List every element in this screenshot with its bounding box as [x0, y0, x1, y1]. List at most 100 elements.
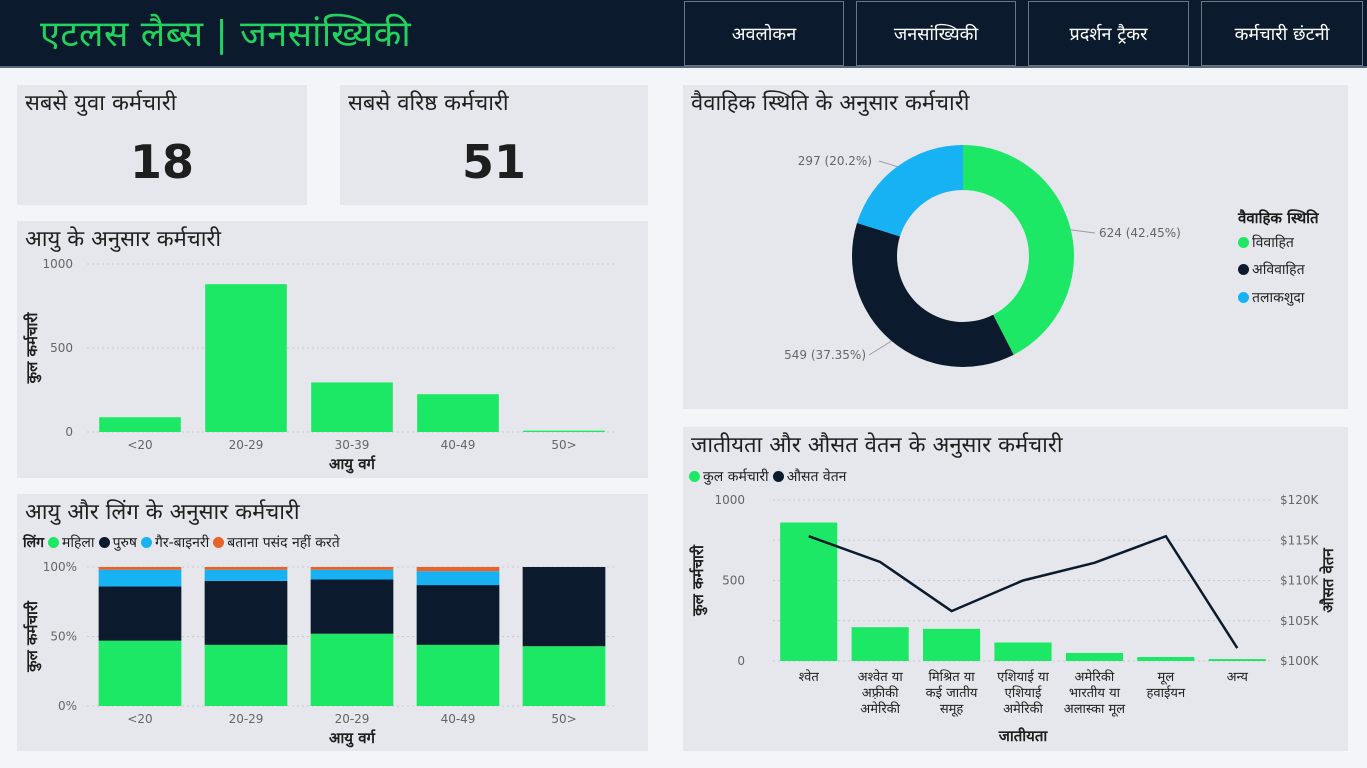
kpi-youngest-value: 18 [129, 135, 194, 189]
x-tick-label: अश्वेत या [858, 669, 904, 685]
age-gender-chart-title: आयु और लिंग के अनुसार कर्मचारी [25, 500, 300, 525]
legend-dot-nonbinary [140, 537, 152, 548]
bar-1 [205, 284, 287, 432]
legend-dot-total-employees [689, 471, 700, 482]
ethnicity-legend: कुल कर्मचारी औसत वेतन [685, 467, 846, 486]
stack-seg-2-3 [310, 567, 394, 570]
legend-label-prefer-not: बताना पसंद नहीं करते [227, 535, 340, 551]
x-tick-label: अन्य [1227, 670, 1249, 685]
y-axis-title: कुल कर्मचारी [689, 544, 708, 617]
x-tick-label: <20 [127, 438, 152, 452]
bar-2 [311, 382, 393, 432]
legend-dot-married [1238, 237, 1249, 248]
x-tick-label: अफ़्रीकी [862, 685, 899, 701]
x-tick-label: अमेरिकी [1003, 701, 1043, 717]
y-tick-label: 500 [722, 574, 745, 588]
stack-seg-1-3 [204, 567, 288, 570]
stack-seg-1-2 [204, 569, 288, 581]
x-tick-label: 30-39 [335, 438, 370, 452]
nav-demographics-button[interactable]: जनसांख्यिकी [856, 1, 1016, 66]
legend-dot-prefer-not [213, 537, 225, 548]
donut-leader-line [868, 340, 892, 356]
bar-4 [523, 430, 605, 432]
nav-attrition-button[interactable]: कर्मचारी छंटनी [1201, 1, 1363, 66]
y2-axis-title: औसत वेतन [1319, 548, 1337, 613]
y2-tick-label: $110K [1280, 574, 1320, 588]
kpi-oldest-value: 51 [461, 135, 526, 189]
x-tick-label: श्वेत [799, 669, 820, 685]
stack-seg-3-0 [416, 644, 500, 706]
marital-legend-married: विवाहित [1234, 233, 1294, 252]
x-tick-label: भारतीय या [1069, 685, 1121, 701]
x-tick-label: कई जातीय [926, 685, 978, 701]
donut-slice-2 [857, 145, 963, 237]
marital-chart-panel: वैवाहिक स्थिति के अनुसार कर्मचारी 624 (4… [683, 85, 1348, 409]
bar-3 [994, 642, 1052, 661]
y-tick-label: 0 [65, 425, 73, 439]
legend-label-single: अविवाहित [1252, 262, 1305, 278]
age-gender-chart-panel: आयु और लिंग के अनुसार कर्मचारी लिंग महिल… [17, 494, 648, 751]
x-axis-title: जातीयता [998, 727, 1049, 745]
y-tick-label: 0 [737, 654, 745, 668]
x-tick-label: अमेरिकी [1075, 669, 1115, 685]
x-tick-label: 40-49 [441, 438, 476, 452]
x-tick-label: 40-49 [441, 712, 476, 726]
legend-dot-divorced [1238, 292, 1249, 303]
donut-slice-1 [852, 223, 1014, 368]
stack-seg-3-3 [416, 567, 500, 572]
x-tick-label: 50> [551, 438, 576, 452]
donut-data-label: 624 (42.45%) [1099, 226, 1181, 240]
legend-label-avg-salary: औसत वेतन [786, 469, 847, 485]
x-tick-label: 50> [551, 712, 576, 726]
y2-tick-label: $100K [1280, 654, 1320, 668]
y-tick-label: 50% [50, 630, 77, 644]
bar-2 [923, 628, 981, 661]
donut-leader-line [878, 160, 898, 168]
y-tick-label: 100% [43, 560, 77, 574]
x-tick-label: 20-29 [229, 712, 264, 726]
bar-6 [1208, 659, 1266, 661]
kpi-youngest-label: सबसे युवा कर्मचारी [25, 91, 177, 116]
marital-legend-single: अविवाहित [1234, 260, 1305, 279]
gender-legend-title: लिंग [23, 535, 44, 551]
nav-performance-tracker-button[interactable]: प्रदर्शन ट्रैकर [1028, 1, 1189, 66]
y2-tick-label: $115K [1280, 533, 1320, 547]
x-tick-label: 20-29 [335, 712, 370, 726]
x-axis-title: आयु वर्ग [329, 455, 376, 474]
stack-seg-0-1 [98, 586, 182, 641]
marital-chart-title: वैवाहिक स्थिति के अनुसार कर्मचारी [691, 91, 970, 116]
bar-0 [780, 522, 838, 661]
bar-1 [851, 627, 909, 661]
age-chart-panel: आयु के अनुसार कर्मचारी 0 500 1000 <20 20-29 3… [17, 221, 648, 478]
legend-dot-single [1238, 264, 1249, 275]
nav-overview-button[interactable]: अवलोकन [684, 1, 844, 66]
stack-seg-0-0 [98, 640, 182, 706]
stack-seg-0-3 [98, 567, 182, 570]
y-tick-label: 1000 [714, 493, 745, 507]
stack-seg-2-2 [310, 569, 394, 580]
stack-seg-2-1 [310, 579, 394, 634]
x-tick-label: <20 [127, 712, 152, 726]
avg-salary-line [808, 534, 1239, 649]
legend-label-married: विवाहित [1252, 235, 1294, 251]
page-title: एटलस लैब्स | जनसांख्यिकी [40, 14, 412, 55]
y-tick-label: 1000 [42, 257, 73, 271]
stack-seg-1-0 [204, 644, 288, 706]
age-gender-stacked-chart: 0% 50% 100% <20 20-29 20-29 40-49 50> आयु वर्ग कु… [23, 560, 617, 748]
marital-legend-divorced: तलाकशुदा [1234, 288, 1304, 307]
x-tick-label: मूल [1158, 670, 1175, 685]
donut-slice-0 [963, 145, 1074, 355]
y-axis-title: कुल कर्मचारी [23, 600, 42, 673]
x-tick-label: अमेरिकी [860, 701, 900, 717]
legend-label-divorced: तलाकशुदा [1252, 290, 1305, 306]
bar-0 [99, 417, 181, 432]
donut-data-label: 549 (37.35%) [784, 348, 866, 362]
legend-dot-male [98, 537, 110, 548]
ethnicity-chart-title: जातीयता और औसत वेतन के अनुसार कर्मचारी [691, 433, 1063, 458]
kpi-oldest-label: सबसे वरिष्ठ कर्मचारी [348, 91, 509, 116]
bar-3 [417, 394, 499, 432]
x-tick-label: एशियाई या [997, 669, 1049, 685]
bar-5 [1137, 656, 1195, 661]
stack-seg-0-2 [98, 569, 182, 587]
